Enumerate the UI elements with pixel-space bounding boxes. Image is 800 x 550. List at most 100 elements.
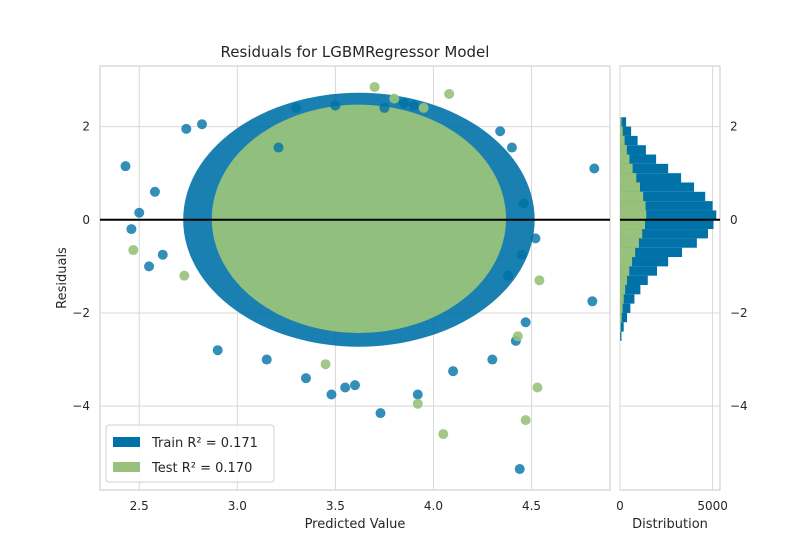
train-point <box>516 249 527 260</box>
y-tick-label: 2 <box>82 120 90 134</box>
train-histogram-bar <box>620 173 682 183</box>
test-histogram-bar <box>620 163 633 174</box>
train-histogram-bar <box>620 145 646 155</box>
train-point <box>530 233 541 244</box>
train-point <box>326 389 337 400</box>
x-tick-label: 4.0 <box>424 499 443 513</box>
train-point <box>291 102 302 113</box>
train-point <box>350 380 360 391</box>
test-histogram-bar <box>620 284 626 295</box>
train-histogram-bar <box>620 163 669 174</box>
main-tick-labels: 2.5 3.0 3.5 4.0 4.5 2 0 −2 −4 <box>72 120 541 513</box>
chart-title: Residuals for LGBMRegressor Model <box>221 43 490 61</box>
side-tick-labels: 0 5000 2 0 −2 −4 <box>616 120 748 513</box>
train-point <box>506 142 517 153</box>
test-histogram-bar <box>620 312 622 323</box>
test-histogram-bar <box>620 303 623 313</box>
test-histogram-bar <box>620 145 627 155</box>
train-histogram-bar <box>620 126 632 136</box>
train-point <box>399 98 410 109</box>
train-histogram-bar <box>620 331 622 341</box>
test-points <box>128 81 545 440</box>
train-point <box>518 198 529 209</box>
train-point <box>589 163 600 174</box>
train-point <box>149 186 160 197</box>
train-point <box>273 142 284 153</box>
test-histogram-bar <box>620 275 628 285</box>
train-histogram-bar <box>620 322 624 332</box>
test-point <box>320 359 331 370</box>
test-histogram-bar <box>620 229 643 239</box>
train-point <box>587 296 598 307</box>
side-y-tick-label: 0 <box>730 213 738 227</box>
residuals-scatter-plot: 2.5 3.0 3.5 4.0 4.5 2 0 −2 −4 Residuals for LGBM… <box>55 43 611 532</box>
test-histogram-bar <box>620 219 645 230</box>
train-histogram-bar <box>620 219 714 230</box>
train-point <box>157 249 168 260</box>
test-histogram-bar <box>620 117 622 127</box>
test-point <box>444 88 455 99</box>
side-y-tick-label: −4 <box>730 399 748 413</box>
train-histogram-bar <box>620 275 648 285</box>
test-histogram-bar <box>620 135 625 146</box>
y-tick-label: 0 <box>82 213 90 227</box>
train-point <box>520 317 531 328</box>
train-point <box>495 126 506 137</box>
test-point <box>369 81 380 92</box>
test-histogram-bar <box>620 247 636 258</box>
test-histogram-bar <box>620 294 624 304</box>
train-point <box>412 389 423 400</box>
train-point <box>197 119 207 130</box>
y-tick-label: −4 <box>72 399 90 413</box>
test-histogram-bar <box>620 238 639 248</box>
side-y-tick-label: −2 <box>730 306 748 320</box>
test-point <box>128 245 139 256</box>
train-point <box>340 382 351 393</box>
train-point <box>448 366 459 377</box>
train-histogram-bar <box>620 191 706 202</box>
train-point <box>181 123 192 134</box>
y-tick-label: −2 <box>72 306 90 320</box>
test-point <box>512 331 523 342</box>
test-histogram-bar <box>620 191 644 202</box>
train-point <box>375 408 386 419</box>
train-histogram-bar <box>620 294 635 304</box>
legend-box <box>105 424 275 483</box>
legend-train-label: Train R² = 0.171 <box>151 436 258 451</box>
train-histogram-bar <box>620 238 697 248</box>
test-histogram-bar <box>620 257 633 267</box>
train-histogram-bar <box>620 257 669 267</box>
x-tick-label: 3.0 <box>228 499 247 513</box>
train-point <box>120 161 131 172</box>
train-histogram-bar <box>620 210 717 220</box>
train-point <box>212 345 223 356</box>
legend-train-swatch <box>113 437 140 447</box>
train-point <box>514 464 525 475</box>
y-axis-label: Residuals <box>55 247 70 309</box>
train-histogram-bar <box>620 247 683 258</box>
train-histogram-bar <box>620 135 638 146</box>
legend: Train R² = 0.171 Test R² = 0.170 <box>105 424 275 483</box>
x-tick-label: 2.5 <box>130 499 149 513</box>
test-histogram-bar <box>620 210 647 220</box>
train-histogram-bar <box>620 266 658 276</box>
test-histogram-bar <box>620 182 640 192</box>
histogram-bars <box>620 117 717 341</box>
test-point <box>418 102 429 113</box>
train-histogram-bar <box>620 284 641 295</box>
legend-test-swatch <box>113 462 140 472</box>
train-point <box>408 100 419 111</box>
test-point <box>389 93 400 104</box>
train-point <box>330 100 341 111</box>
train-point <box>261 354 272 365</box>
train-histogram-bar <box>620 229 708 239</box>
test-histogram-bar <box>620 266 630 276</box>
distribution-histogram: 0 5000 2 0 −2 −4 Distribution <box>616 65 748 532</box>
train-point <box>487 354 498 365</box>
train-histogram-bar <box>620 182 695 192</box>
train-point <box>300 373 311 384</box>
train-histogram-bar <box>620 154 657 164</box>
test-point <box>412 398 423 409</box>
